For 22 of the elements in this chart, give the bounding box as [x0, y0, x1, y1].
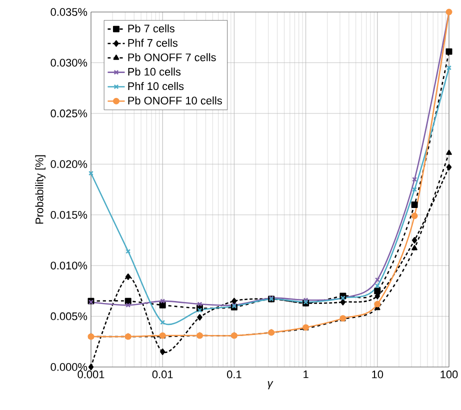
x-tick-label: 100 [440, 370, 458, 378]
y-tick-label: 0.010% [50, 262, 88, 270]
legend-label: Pb ONOFF 10 cells [128, 96, 222, 104]
x-tick-label: 0.1 [227, 370, 242, 378]
legend-label: Phf 7 cells [128, 38, 178, 47]
x-axis-title: γ [268, 381, 274, 390]
legend-label: Pb 10 cells [128, 68, 181, 76]
y-axis-title: Probability [%] [35, 155, 46, 224]
y-tick-label: 0.020% [50, 160, 88, 168]
legend-label: Phf 10 cells [128, 82, 184, 90]
x-tick-label: 0.01 [152, 370, 173, 378]
y-tick-label: 0.015% [50, 210, 88, 219]
y-tick-label: 0.030% [50, 58, 88, 67]
y-tick-label: 0.025% [50, 110, 88, 118]
legend-label: Pb ONOFF 7 cells [128, 53, 216, 62]
legend-label: Pb 7 cells [128, 24, 174, 32]
x-tick-label: 1 [304, 370, 308, 378]
y-tick-label: 0.035% [50, 8, 88, 16]
y-tick-label: 0.000% [50, 363, 88, 371]
y-tick-label: 0.005% [50, 312, 88, 320]
x-tick-label: 0.001 [78, 370, 104, 378]
x-tick-label: 10 [372, 370, 384, 378]
